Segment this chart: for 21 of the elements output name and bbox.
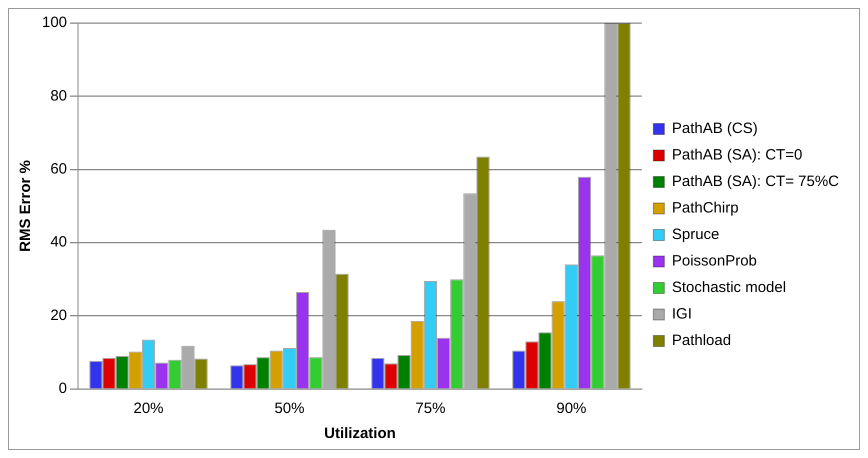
legend-label: PoissonProb [672,252,757,270]
y-tick-label: 0 [58,380,68,398]
legend-label: PathAB (SA): CT=0 [672,146,802,164]
y-tick-label: 80 [50,87,68,104]
y-axis-title: RMS Error % [17,160,34,252]
y-tick-label: 40 [50,234,68,251]
x-axis-title: Utilization [324,425,396,442]
x-tick-label: 75% [415,400,446,418]
y-tick-label: 100 [42,14,68,32]
x-tick-label: 90% [556,400,586,418]
x-tick-label: 20% [133,400,164,418]
legend-label: Stochastic model [672,279,786,296]
y-tick-label: 20 [50,306,68,324]
legend-label: PathAB (SA): CT= 75%C [672,173,840,190]
legend-label: PathAB (CS) [672,120,758,138]
legend-label: Pathload [672,332,732,350]
legend-label: PathChirp [672,200,739,217]
legend-label: IGI [672,306,692,323]
y-tick-label: 60 [50,160,68,178]
x-tick-label: 50% [274,400,304,418]
legend-label: Spruce [672,226,720,244]
